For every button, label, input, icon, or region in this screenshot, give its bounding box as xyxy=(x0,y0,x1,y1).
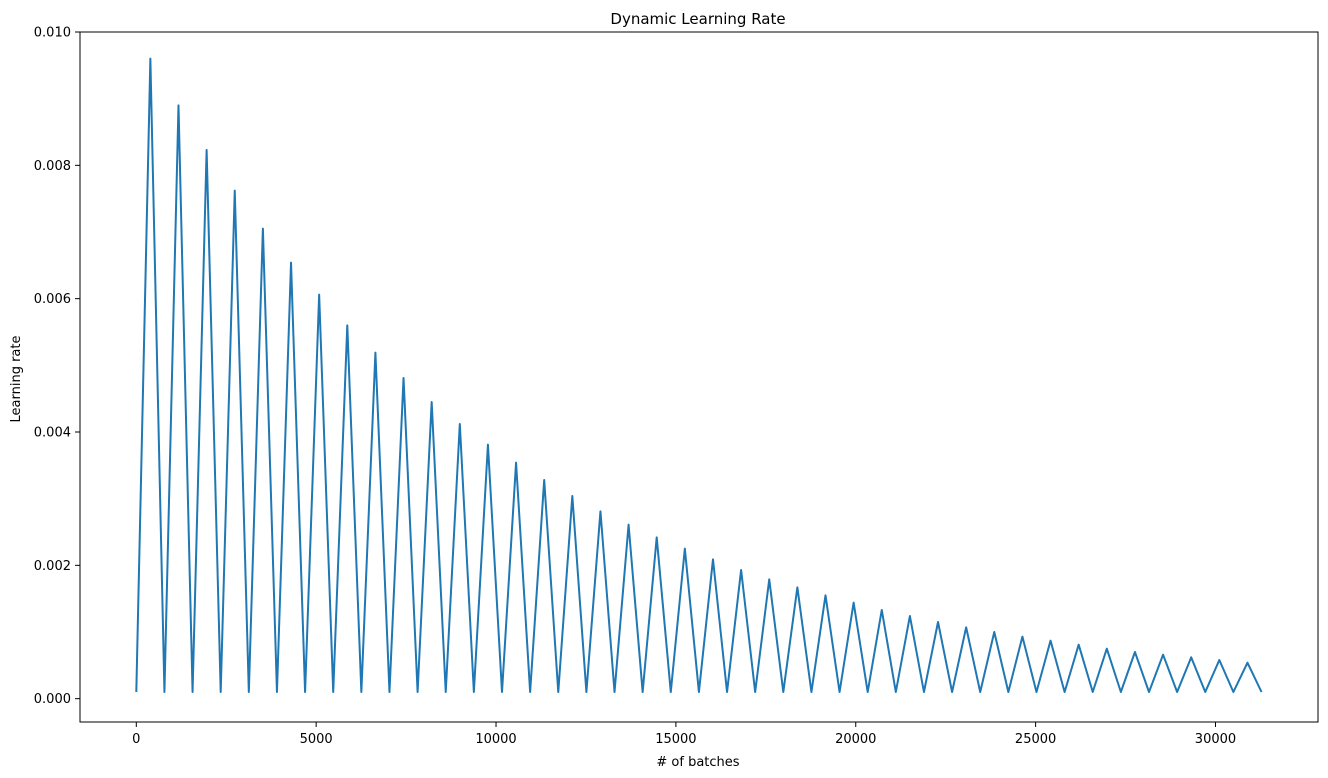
y-axis-label: Learning rate xyxy=(9,336,24,423)
y-tick-label: 0.000 xyxy=(34,692,71,707)
series-layer xyxy=(135,57,1263,693)
y-tick-label: 0.002 xyxy=(34,559,71,574)
chart-title: Dynamic Learning Rate xyxy=(610,10,785,28)
plot-frame xyxy=(79,31,1319,723)
plot-area xyxy=(79,31,1319,723)
x-tick-label: 20000 xyxy=(835,732,876,747)
x-tick-label: 30000 xyxy=(1195,732,1236,747)
x-tick-label: 10000 xyxy=(475,732,516,747)
x-tick-label: 15000 xyxy=(655,732,696,747)
y-axis: 0.000 0.002 0.004 0.006 0.008 0.010 xyxy=(34,26,80,707)
y-tick-label: 0.004 xyxy=(34,426,71,441)
x-tick-label: 25000 xyxy=(1015,732,1056,747)
x-axis: 0 5000 10000 15000 20000 25000 30000 xyxy=(132,722,1236,747)
x-tick-label: 0 xyxy=(132,732,140,747)
x-tick-label: 5000 xyxy=(300,732,333,747)
y-tick-label: 0.008 xyxy=(34,159,71,174)
series-line xyxy=(135,57,1263,693)
x-axis-label: # of batches xyxy=(656,755,739,770)
y-tick-label: 0.010 xyxy=(34,26,71,41)
y-tick-label: 0.006 xyxy=(34,292,71,307)
